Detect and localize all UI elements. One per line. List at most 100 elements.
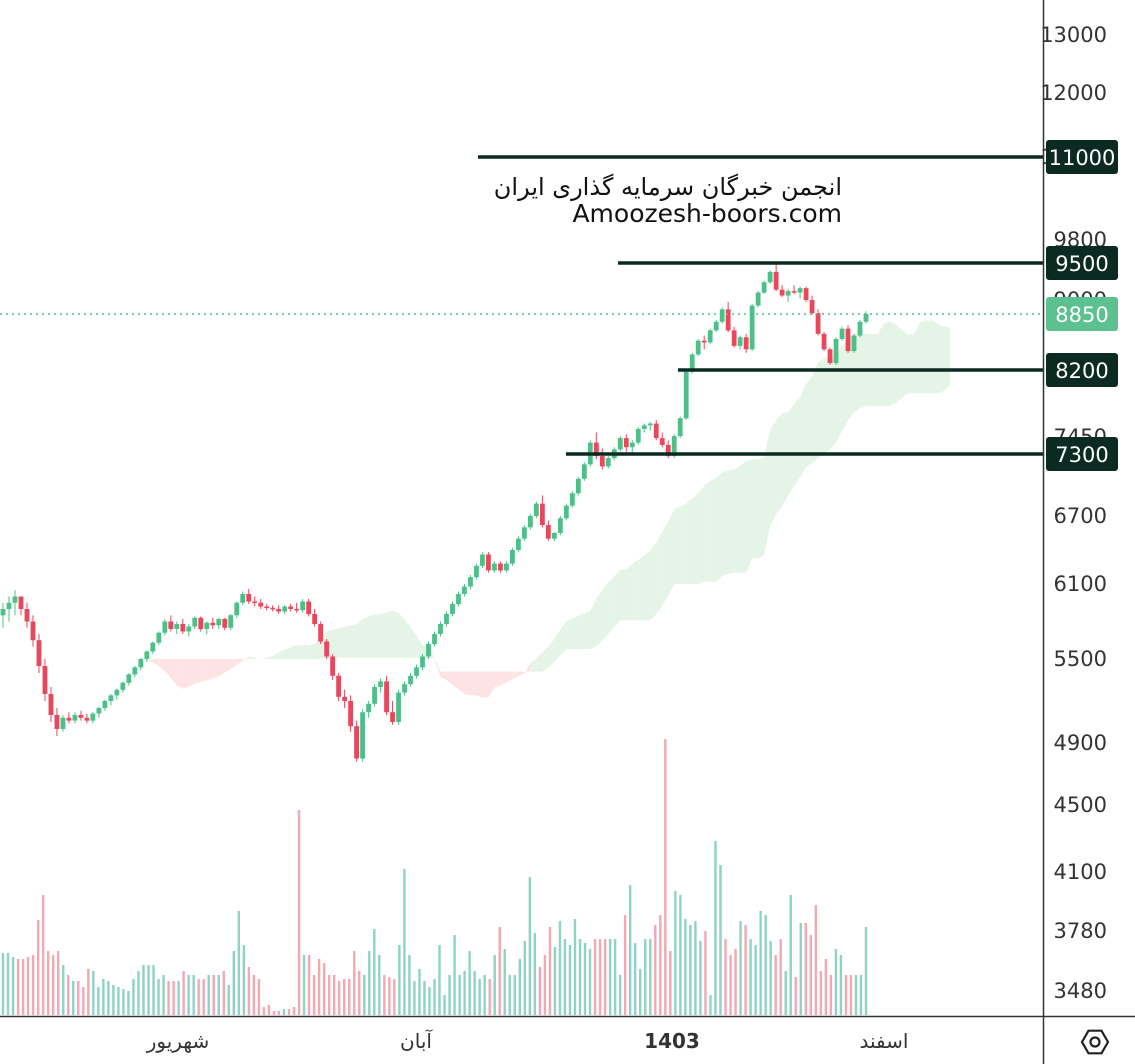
cloud-segment [788,403,795,496]
candle-body [342,696,348,701]
candle [180,619,186,634]
candle [480,552,485,569]
candle [767,270,773,284]
candle-body [252,601,258,603]
volume-bar [689,925,692,1015]
candle-body [749,305,755,350]
price-tick-label: 4100 [1054,860,1107,884]
volume-bar [46,951,50,1015]
volume-bar [36,920,40,1015]
cloud-segment [488,671,495,698]
volume-bar [358,971,361,1015]
candle-body [348,701,353,727]
cloud-segment [734,465,741,573]
candle [695,338,701,357]
candle-body [635,428,641,443]
candle-body [474,565,479,578]
volume-bar [353,951,356,1015]
candle-body [48,694,54,715]
volume-bar [418,969,421,1015]
candle-body [647,423,653,426]
volume-bar [799,923,802,1015]
candle-body [180,624,186,632]
candle [617,436,623,452]
volume-bar [443,995,446,1015]
volume-bar [714,841,717,1015]
candle-body [845,328,851,352]
candle-body [246,594,252,602]
cloud-segment [416,635,423,658]
candle-body [797,288,803,293]
candle [414,664,419,679]
candle-body [30,621,36,641]
volume-bar [232,951,236,1015]
candle [30,615,36,647]
candle [150,641,156,654]
cloud-segment [913,322,920,394]
volume-bar [21,959,25,1015]
volume-bar [137,971,140,1015]
volume-bar [368,951,371,1015]
volume-bar [423,981,426,1015]
cloud-segment [608,576,615,634]
volume-bar [488,979,491,1015]
cloud-segment [200,659,207,683]
candle-body [462,586,467,594]
candle-body [216,619,222,626]
price-tick-label: 3780 [1054,919,1107,943]
candle [162,619,168,636]
candle-body [42,666,48,694]
volume-bar [478,979,481,1015]
volume-bar [508,975,511,1015]
price-tick-label: 4500 [1054,793,1107,817]
cloud-segment [901,329,908,398]
candle [521,525,527,541]
candle [324,639,330,659]
price-badge-bg [1046,140,1118,174]
time-axis[interactable]: شهریور آبان 1403 اسفند [146,1028,909,1053]
volume-bar [117,987,120,1015]
cloud-segment [152,659,159,666]
candle-body [563,505,569,519]
volume-bar [623,915,627,1015]
candle-body [737,337,743,346]
candle [683,370,689,421]
candle [108,694,114,706]
cloud-segment [877,323,884,406]
volume-bar [31,955,35,1015]
candle-body [581,464,587,479]
candle [144,650,150,662]
candle-body [839,328,845,339]
cloud-segment [806,376,813,468]
cloud-segment [188,659,195,687]
chart-settings-icon[interactable] [1080,1029,1110,1055]
candle [426,641,431,659]
cloud-segment [338,626,345,658]
volume-bar [814,905,818,1015]
price-tick-label: 3480 [1054,979,1107,1003]
candle [833,337,839,365]
volume-bar [724,939,727,1015]
watermark-url: Amoozesh-boors.com [572,199,842,228]
candle [126,673,132,686]
cloud-segment [206,659,213,681]
cloud-segment [680,503,687,584]
volume-bar [428,987,431,1015]
candle [791,285,797,295]
candle-body [426,644,431,657]
cloud-segment [818,357,825,459]
candle-body [126,674,132,683]
volume-bar [182,971,185,1015]
volume-bar [829,975,833,1015]
candle-body [683,371,689,419]
candle-body [228,615,234,628]
volume-bar [674,891,677,1015]
volume-bar [438,945,441,1015]
volume-bar [227,985,230,1015]
cloud-segment [937,323,944,394]
time-tick-label: شهریور [146,1029,210,1053]
candle-body [72,715,78,721]
candle-body [516,538,521,550]
